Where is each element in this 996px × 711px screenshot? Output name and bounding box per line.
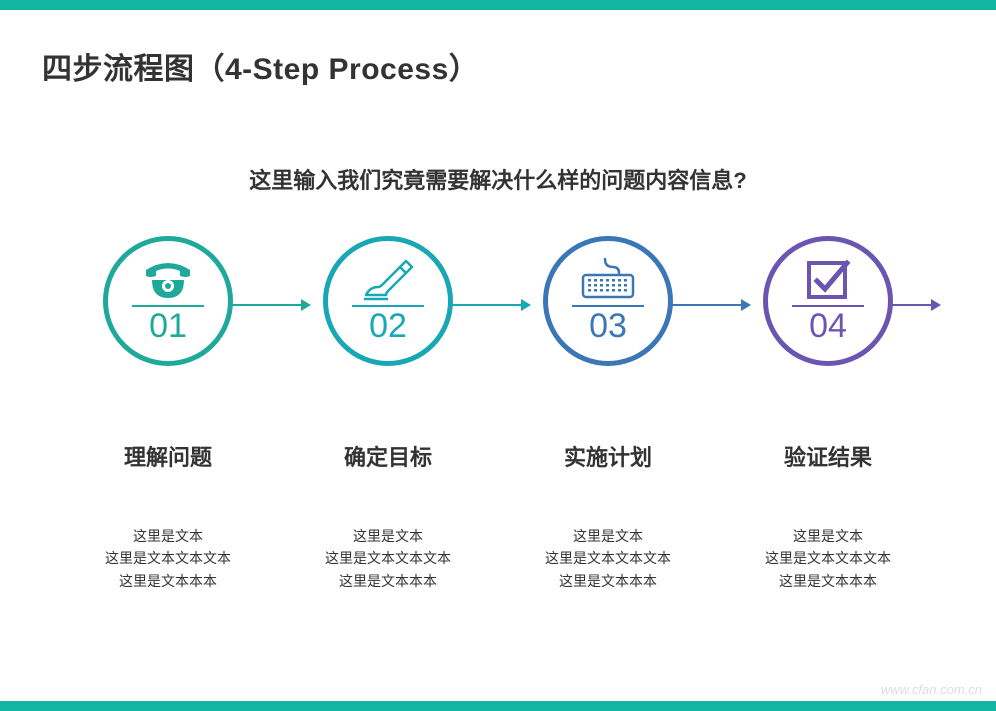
steps-row: 01 02 03 04 [0, 236, 996, 366]
step-description: 这里是文本这里是文本文本文本这里是文本本本 [545, 525, 671, 592]
arrow-icon [891, 299, 941, 311]
desc-line: 这里是文本文本文本 [545, 547, 671, 569]
step-description: 这里是文本这里是文本文本文本这里是文本本本 [105, 525, 231, 592]
desc-line: 这里是文本本本 [545, 570, 671, 592]
step-circle: 02 [323, 236, 453, 366]
hand-pen-icon [358, 257, 418, 301]
step-circle: 03 [543, 236, 673, 366]
step-title: 理解问题 [124, 440, 212, 472]
desc-line: 这里是文本文本文本 [105, 547, 231, 569]
step-title: 验证结果 [784, 440, 872, 472]
step-cell: 01 [58, 236, 278, 366]
step-cell: 04 [718, 236, 938, 366]
desc-line: 这里是文本文本文本 [325, 547, 451, 569]
step-title: 确定目标 [344, 440, 432, 472]
page-title: 四步流程图（4-Step Process） [42, 44, 479, 88]
desc-line: 这里是文本 [325, 525, 451, 547]
desc-line: 这里是文本本本 [325, 570, 451, 592]
step-number: 01 [149, 309, 187, 343]
circle-ring: 02 [323, 236, 453, 366]
step-cell: 02 [278, 236, 498, 366]
watermark: www.cfan.com.cn [881, 682, 982, 697]
checkbox-icon [798, 257, 858, 301]
circle-ring: 04 [763, 236, 893, 366]
step-number: 03 [589, 309, 627, 343]
desc-line: 这里是文本本本 [105, 570, 231, 592]
telephone-icon [138, 257, 198, 301]
desc-line: 这里是文本本本 [765, 570, 891, 592]
step-circle: 01 [103, 236, 233, 366]
top-accent-bar [0, 0, 996, 10]
step-cell: 03 [498, 236, 718, 366]
step-description: 这里是文本这里是文本文本文本这里是文本本本 [765, 525, 891, 592]
circle-ring: 01 [103, 236, 233, 366]
bottom-accent-bar [0, 701, 996, 711]
desc-line: 这里是文本 [545, 525, 671, 547]
desc-line: 这里是文本文本文本 [765, 547, 891, 569]
step-circle: 04 [763, 236, 893, 366]
desc-line: 这里是文本 [765, 525, 891, 547]
keyboard-icon [578, 257, 638, 301]
step-number: 02 [369, 309, 407, 343]
desc-line: 这里是文本 [105, 525, 231, 547]
step-description: 这里是文本这里是文本文本文本这里是文本本本 [325, 525, 451, 592]
circle-ring: 03 [543, 236, 673, 366]
step-title: 实施计划 [564, 440, 652, 472]
step-number: 04 [809, 309, 847, 343]
subtitle: 这里输入我们究竟需要解决什么样的问题内容信息? [249, 163, 746, 195]
